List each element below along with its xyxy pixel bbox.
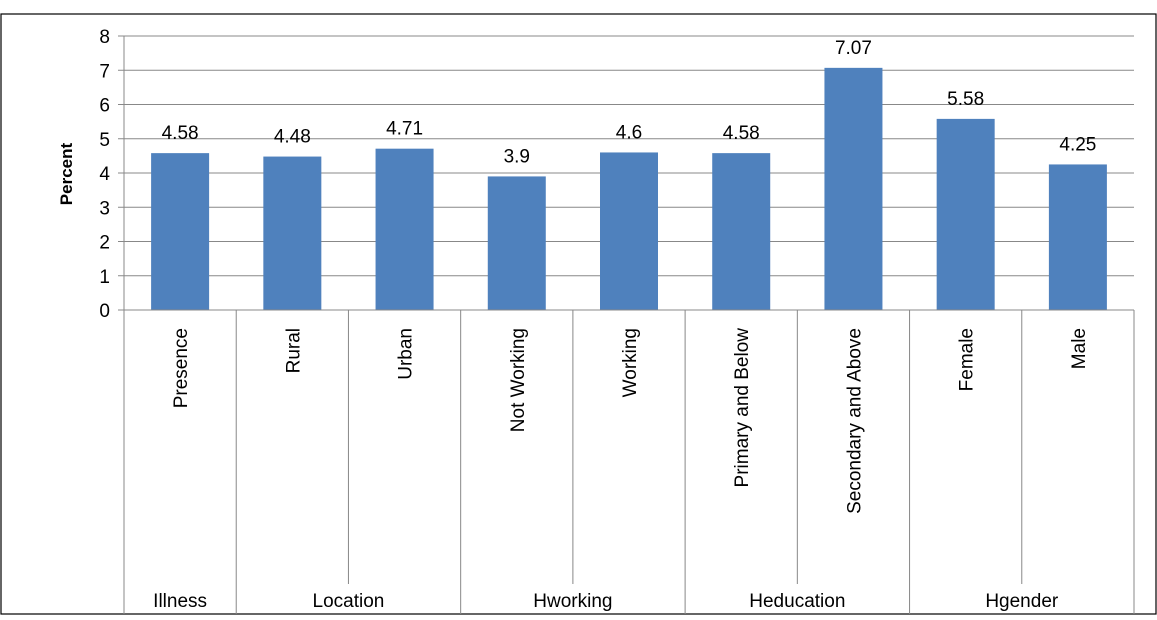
y-tick-label: 1 bbox=[99, 267, 110, 288]
bar bbox=[487, 176, 546, 310]
category-label: Primary and Below bbox=[732, 328, 753, 488]
labels: 0 1 2 3 4 5 6 7 8 4.58 Presence 4.48 Rural 4.71 Urban 3… bbox=[99, 27, 1096, 612]
data-label: 4.25 bbox=[1059, 134, 1096, 155]
bar bbox=[712, 153, 771, 310]
group-label: Illness bbox=[153, 591, 207, 612]
bar bbox=[600, 152, 658, 310]
group-label: Heducation bbox=[749, 591, 845, 612]
data-label: 4.58 bbox=[723, 123, 760, 144]
group-label: Hgender bbox=[985, 591, 1059, 612]
category-label: Male bbox=[1069, 328, 1090, 369]
category-label: Secondary and Above bbox=[844, 328, 865, 514]
data-label: 4.48 bbox=[274, 127, 311, 148]
bar bbox=[824, 67, 883, 310]
y-tick-label: 6 bbox=[99, 96, 110, 117]
category-label: Presence bbox=[171, 328, 192, 408]
group-label: Hworking bbox=[533, 591, 612, 612]
y-tick-label: 4 bbox=[99, 164, 110, 185]
y-tick-label: 2 bbox=[99, 233, 110, 254]
data-label: 3.9 bbox=[504, 146, 530, 167]
y-tick-label: 3 bbox=[99, 198, 110, 219]
bar bbox=[936, 118, 995, 310]
data-label: 4.6 bbox=[616, 122, 642, 143]
category-label: Female bbox=[957, 328, 978, 391]
category-label: Urban bbox=[396, 328, 417, 380]
data-label: 7.07 bbox=[835, 38, 872, 59]
bar bbox=[375, 148, 434, 310]
category-label: Not Working bbox=[508, 328, 529, 432]
bar bbox=[263, 156, 322, 310]
bar bbox=[151, 153, 210, 310]
chart-border bbox=[0, 13, 1157, 615]
category-label: Working bbox=[620, 328, 641, 397]
y-tick-label: 8 bbox=[99, 27, 110, 48]
y-tick-label: 7 bbox=[99, 61, 110, 82]
axes bbox=[118, 35, 1135, 614]
category-label: Rural bbox=[283, 328, 304, 373]
data-label: 4.71 bbox=[386, 119, 423, 140]
y-tick-label: 5 bbox=[99, 130, 110, 151]
bar-series bbox=[151, 67, 1107, 310]
group-label: Location bbox=[313, 591, 385, 612]
data-label: 5.58 bbox=[947, 89, 984, 110]
y-axis-title: Percent bbox=[57, 142, 76, 205]
y-tick-label: 0 bbox=[99, 301, 110, 322]
data-label: 4.58 bbox=[162, 123, 199, 144]
bar bbox=[1048, 164, 1107, 310]
